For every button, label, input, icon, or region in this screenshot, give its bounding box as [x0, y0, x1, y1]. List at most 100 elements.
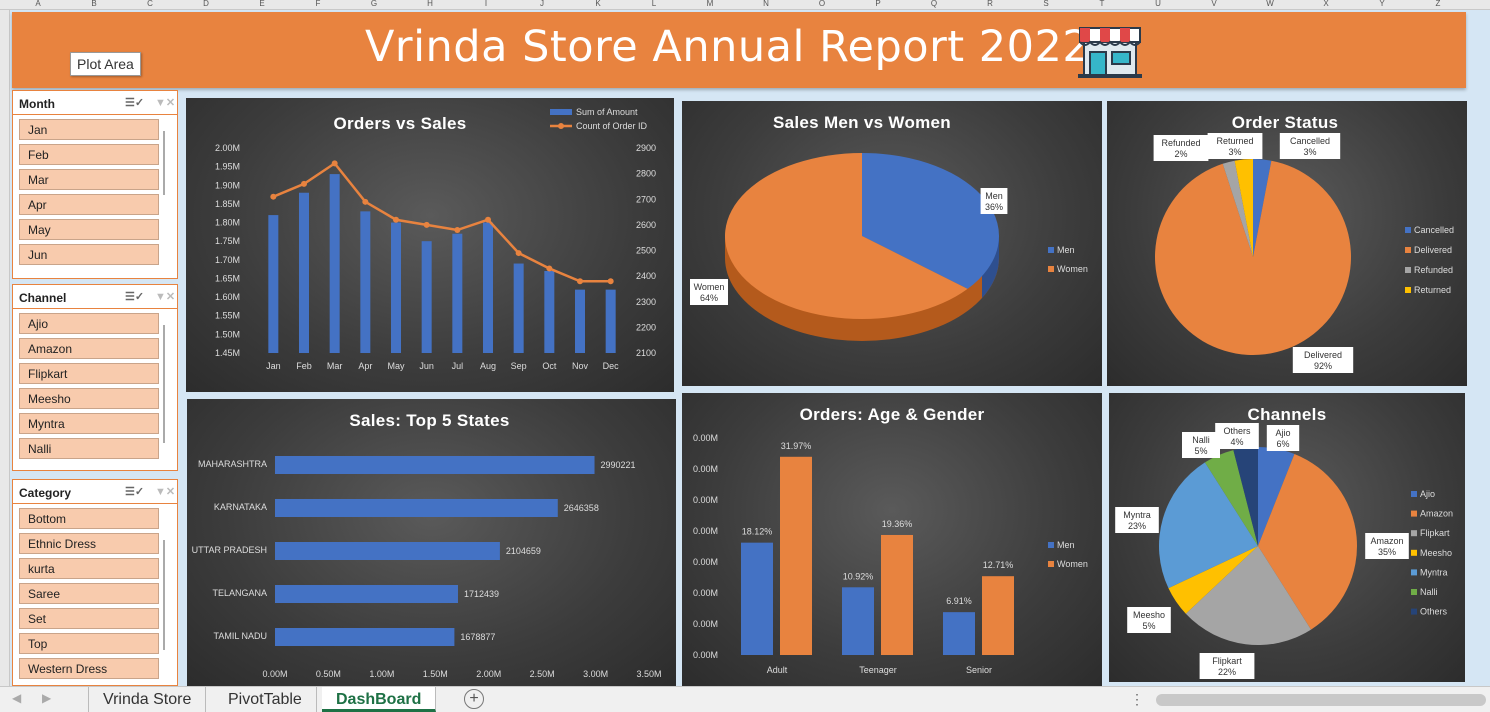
- clear-filter-icon[interactable]: ▼✕: [155, 291, 176, 303]
- y-tick-label-right: 2600: [636, 220, 656, 230]
- multi-select-icon[interactable]: ☰✓: [125, 97, 145, 109]
- slicer-item[interactable]: Jan: [19, 119, 159, 140]
- x-tick-label: Mar: [327, 361, 343, 371]
- month-slicer[interactable]: Month ☰✓ ▼✕ Jan Feb Mar Apr May Jun: [12, 90, 178, 279]
- slicer-item[interactable]: Western Dress: [19, 658, 159, 679]
- bar: [881, 534, 913, 655]
- pie-slice: [1258, 447, 1295, 546]
- sheet-tab-bar: ◀ ▶ Vrinda Store PivotTable DashBoard + …: [0, 686, 1490, 712]
- data-label: 6.91%: [946, 596, 972, 606]
- column-header[interactable]: H: [427, 0, 433, 8]
- column-header[interactable]: D: [203, 0, 209, 8]
- slicer-item[interactable]: Meesho: [19, 388, 159, 409]
- orders-vs-sales-panel[interactable]: Orders vs Sales 1.45M 1.50M 1.55M 1.60M 1.65…: [186, 98, 674, 392]
- top-states-panel[interactable]: Sales: Top 5 States 0.00M 0.50M 1.00M 1.50M…: [187, 399, 676, 686]
- category-slicer[interactable]: Category ☰✓ ▼✕ Bottom Ethnic Dress kurta Sa…: [12, 479, 178, 686]
- column-header[interactable]: W: [1266, 0, 1274, 8]
- column-header[interactable]: I: [484, 0, 488, 8]
- legend-label: Amazon: [1420, 509, 1453, 519]
- column-header[interactable]: L: [651, 0, 657, 8]
- slicer-item[interactable]: kurta: [19, 558, 159, 579]
- slicer-item[interactable]: Myntra: [19, 413, 159, 434]
- slicer-item[interactable]: Flipkart: [19, 363, 159, 384]
- tab-pivottable[interactable]: PivotTable: [214, 687, 317, 712]
- column-header[interactable]: S: [1043, 0, 1049, 8]
- column-header[interactable]: F: [315, 0, 321, 8]
- tab-vrinda-store[interactable]: Vrinda Store: [88, 687, 207, 712]
- age-gender-panel[interactable]: Orders: Age & Gender 0.00M 0.00M 0.00M 0.00…: [682, 393, 1102, 686]
- column-header[interactable]: M: [706, 0, 714, 8]
- y-tick-label-left: 1.65M: [215, 273, 240, 283]
- slicer-item[interactable]: Nalli: [19, 438, 159, 459]
- category-slicer-scrollbar[interactable]: [163, 540, 165, 650]
- column-header[interactable]: X: [1323, 0, 1329, 8]
- month-slicer-scrollbar[interactable]: [163, 131, 165, 195]
- data-label: 23%: [1128, 521, 1146, 531]
- legend-label: Sum of Amount: [576, 107, 638, 117]
- scroll-left-icon[interactable]: ◀: [12, 691, 22, 705]
- slicer-item[interactable]: Bottom: [19, 508, 159, 529]
- column-header[interactable]: K: [595, 0, 601, 8]
- column-header[interactable]: Q: [930, 0, 938, 8]
- x-tick-label: Dec: [603, 361, 620, 371]
- data-label: 18.12%: [742, 527, 773, 537]
- data-label: 31.97%: [781, 441, 812, 451]
- add-sheet-icon[interactable]: +: [464, 689, 484, 709]
- data-label-box: [1365, 533, 1409, 559]
- column-header[interactable]: V: [1211, 0, 1217, 8]
- multi-select-icon[interactable]: ☰✓: [125, 291, 145, 303]
- slicer-item[interactable]: Saree: [19, 583, 159, 604]
- slicer-item[interactable]: Apr: [19, 194, 159, 215]
- data-label-box: [980, 188, 1008, 214]
- slicer-item[interactable]: Set: [19, 608, 159, 629]
- slicer-item[interactable]: Amazon: [19, 338, 159, 359]
- column-header[interactable]: Y: [1379, 0, 1385, 8]
- chart-title: Orders vs Sales: [333, 114, 467, 133]
- column-header[interactable]: O: [818, 0, 826, 8]
- column-header[interactable]: E: [259, 0, 265, 8]
- channel-slicer[interactable]: Channel ☰✓ ▼✕ Ajio Amazon Flipkart Meesho My…: [12, 284, 178, 471]
- legend-label: Nalli: [1420, 587, 1438, 597]
- column-header[interactable]: J: [540, 0, 544, 8]
- column-header[interactable]: G: [370, 0, 378, 8]
- column-header[interactable]: U: [1155, 0, 1161, 8]
- tab-dashboard[interactable]: DashBoard: [322, 687, 437, 712]
- multi-select-icon[interactable]: ☰✓: [125, 486, 145, 498]
- slicer-item[interactable]: Mar: [19, 169, 159, 190]
- line-point: [423, 221, 430, 228]
- more-options-icon[interactable]: ⋮: [1130, 691, 1144, 707]
- bar: [275, 542, 500, 560]
- column-header-bar: A B C D E F G H I J K L M N O P Q R S T U V W X Y Z: [0, 0, 1490, 10]
- channel-slicer-items: Ajio Amazon Flipkart Meesho Myntra Nalli: [19, 313, 159, 463]
- column-header[interactable]: A: [35, 0, 41, 8]
- horizontal-scrollbar[interactable]: [1156, 694, 1486, 706]
- bar: [391, 222, 401, 353]
- slicer-item[interactable]: May: [19, 219, 159, 240]
- clear-filter-icon[interactable]: ▼✕: [155, 97, 176, 109]
- scroll-right-icon[interactable]: ▶: [42, 691, 52, 705]
- channels-panel[interactable]: Channels Ajio 6% Amazon 35% Flipkart 22% Meesh…: [1109, 393, 1465, 682]
- column-header[interactable]: B: [91, 0, 97, 8]
- clear-filter-icon[interactable]: ▼✕: [155, 486, 176, 498]
- column-header[interactable]: Z: [1435, 0, 1441, 8]
- slicer-item[interactable]: Feb: [19, 144, 159, 165]
- column-header[interactable]: P: [875, 0, 881, 8]
- slicer-item[interactable]: Ajio: [19, 313, 159, 334]
- y-tick-label-left: 1.55M: [215, 311, 240, 321]
- column-header[interactable]: C: [147, 0, 153, 8]
- slicer-item[interactable]: Top: [19, 633, 159, 654]
- bar: [268, 215, 279, 353]
- column-header[interactable]: R: [987, 0, 993, 8]
- order-status-panel[interactable]: Order Status Cancelled 3% Returned 3% Refund…: [1107, 101, 1467, 386]
- x-tick-label: Jun: [419, 361, 434, 371]
- y-tick-label-right: 2300: [636, 297, 656, 307]
- channel-slicer-scrollbar[interactable]: [163, 325, 165, 443]
- slicer-item[interactable]: Jun: [19, 244, 159, 265]
- column-header[interactable]: N: [763, 0, 769, 8]
- men-vs-women-panel[interactable]: Sales Men vs Women Men 36% Women 64% Men Wome…: [682, 101, 1102, 386]
- column-header[interactable]: T: [1099, 0, 1105, 8]
- legend-label: Men: [1057, 245, 1075, 255]
- x-tick-label: 2.50M: [530, 669, 555, 679]
- slicer-item[interactable]: Ethnic Dress: [19, 533, 159, 554]
- report-title: Vrinda Store Annual Report 2022: [365, 22, 1091, 72]
